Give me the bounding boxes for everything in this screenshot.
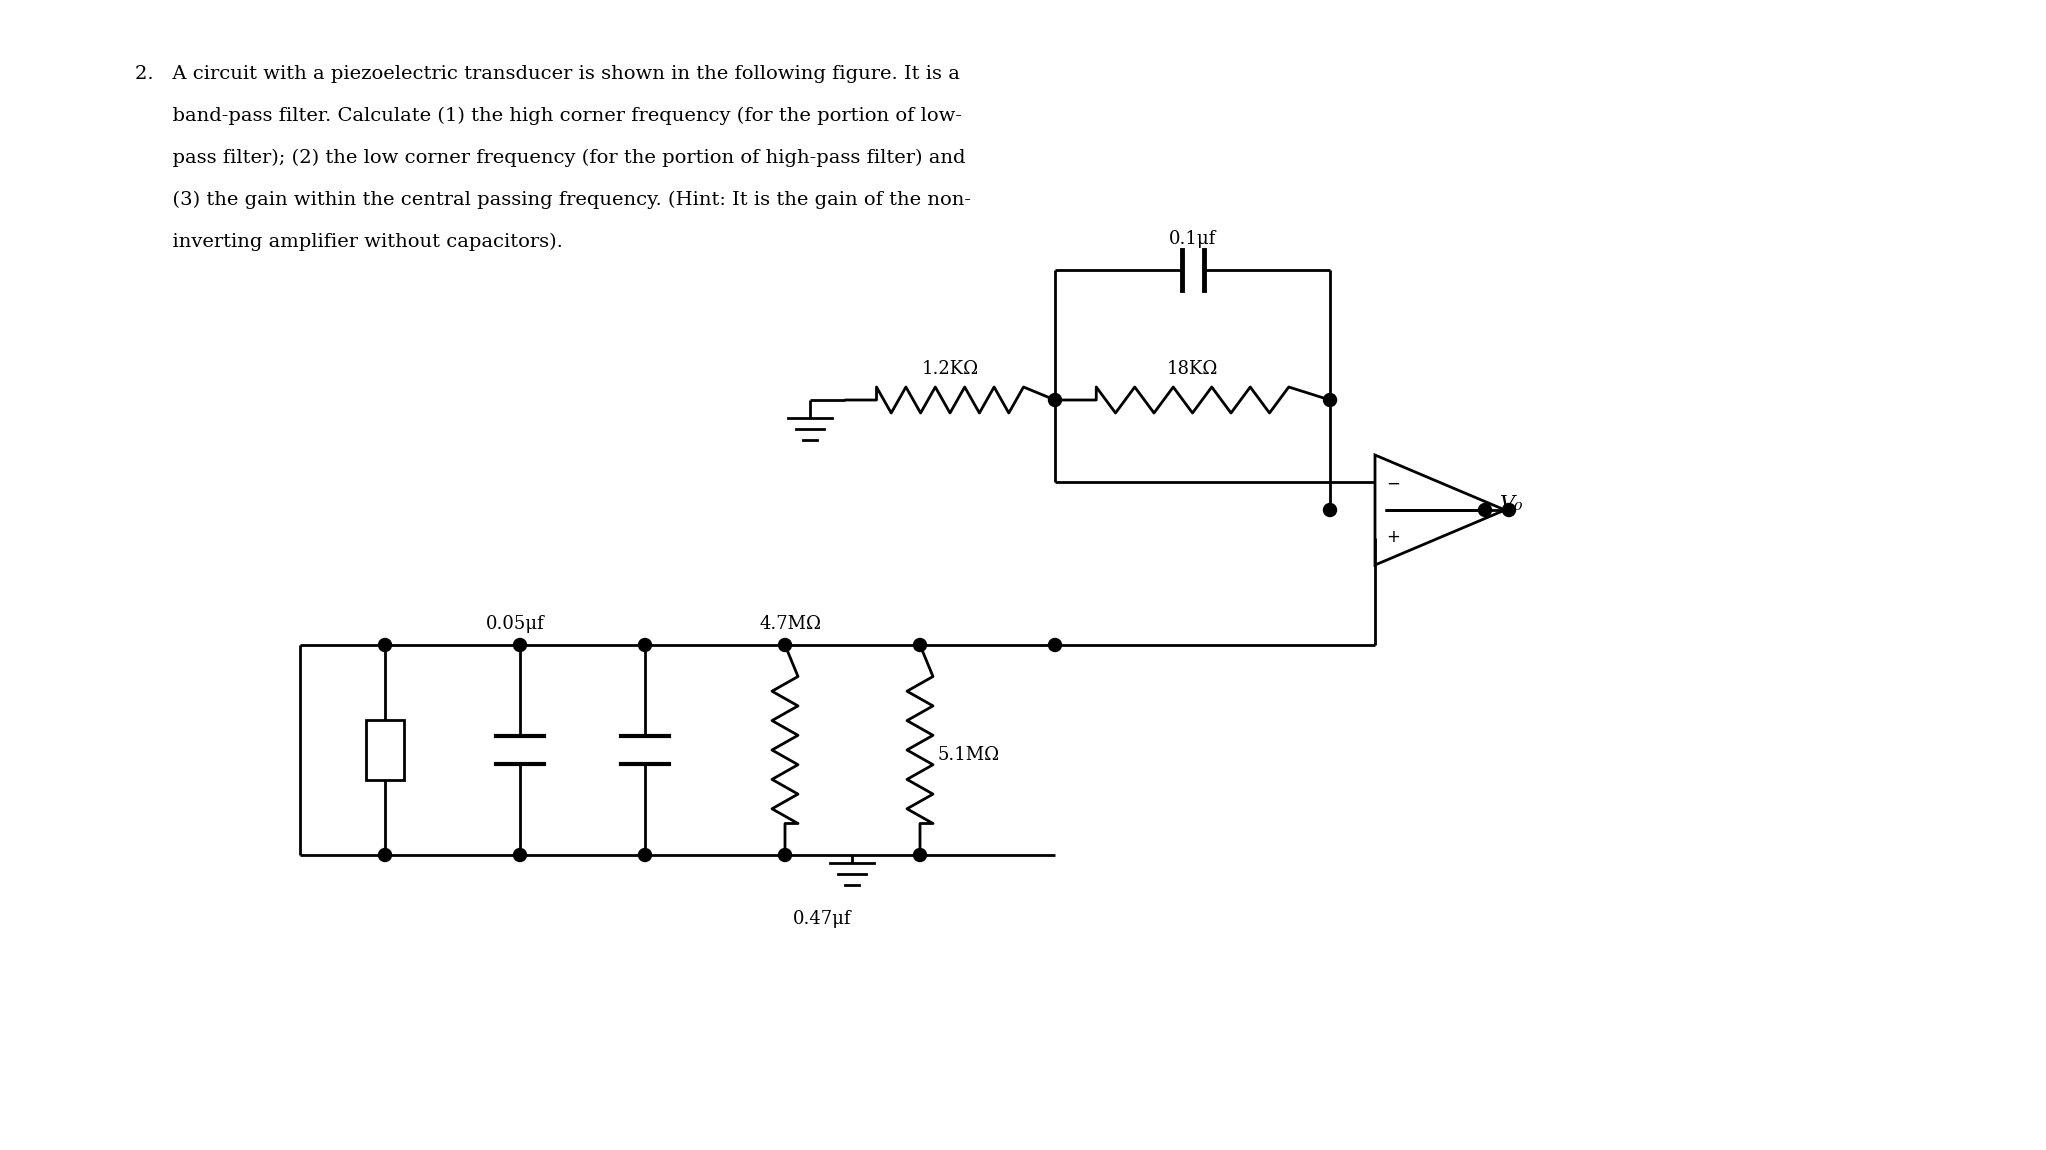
Circle shape bbox=[777, 849, 792, 861]
Circle shape bbox=[514, 638, 526, 652]
Text: 0.1μf: 0.1μf bbox=[1168, 230, 1215, 248]
Text: 1.2KΩ: 1.2KΩ bbox=[921, 360, 978, 378]
Circle shape bbox=[1048, 393, 1062, 406]
Text: pass filter); (2) the low corner frequency (for the portion of high-pass filter): pass filter); (2) the low corner frequen… bbox=[135, 150, 966, 167]
Circle shape bbox=[379, 849, 391, 861]
Circle shape bbox=[1048, 638, 1062, 652]
Text: $-$: $-$ bbox=[1385, 474, 1399, 491]
Text: 4.7MΩ: 4.7MΩ bbox=[759, 615, 820, 632]
Circle shape bbox=[514, 849, 526, 861]
Text: 0.05μf: 0.05μf bbox=[485, 615, 544, 632]
Text: 0.47μf: 0.47μf bbox=[794, 910, 851, 928]
Circle shape bbox=[913, 849, 927, 861]
Text: inverting amplifier without capacitors).: inverting amplifier without capacitors). bbox=[135, 233, 563, 251]
Circle shape bbox=[777, 638, 792, 652]
Circle shape bbox=[638, 849, 651, 861]
Circle shape bbox=[1324, 393, 1336, 406]
Circle shape bbox=[1324, 504, 1336, 516]
Text: 5.1MΩ: 5.1MΩ bbox=[937, 746, 1000, 764]
Text: (3) the gain within the central passing frequency. (Hint: It is the gain of the : (3) the gain within the central passing … bbox=[135, 191, 972, 209]
Circle shape bbox=[1502, 504, 1516, 516]
Text: 2.   A circuit with a piezoelectric transducer is shown in the following figure.: 2. A circuit with a piezoelectric transd… bbox=[135, 66, 960, 83]
Circle shape bbox=[379, 638, 391, 652]
Text: V₀: V₀ bbox=[1500, 496, 1524, 514]
Text: 18KΩ: 18KΩ bbox=[1166, 360, 1217, 378]
Circle shape bbox=[913, 638, 927, 652]
Bar bbox=[366, 720, 403, 780]
Circle shape bbox=[638, 638, 651, 652]
Text: band-pass filter. Calculate (1) the high corner frequency (for the portion of lo: band-pass filter. Calculate (1) the high… bbox=[135, 107, 962, 125]
Circle shape bbox=[1479, 504, 1492, 516]
Text: $+$: $+$ bbox=[1385, 529, 1399, 546]
